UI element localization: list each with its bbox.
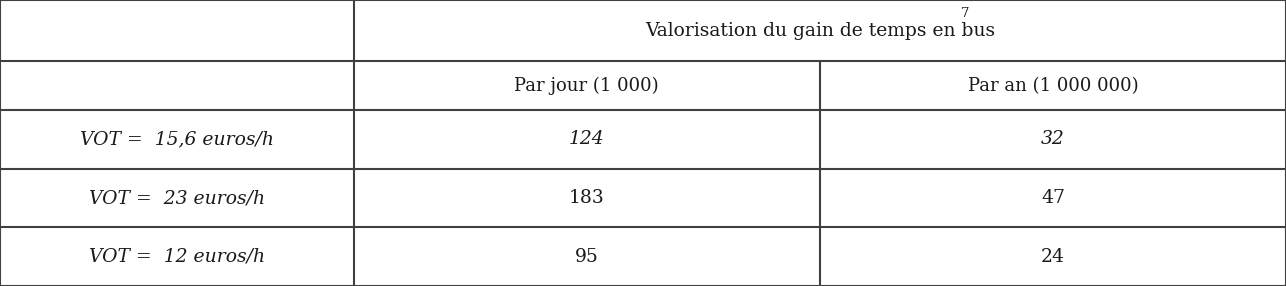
Text: VOT =  15,6 euros/h: VOT = 15,6 euros/h xyxy=(80,130,274,148)
Text: Valorisation du gain de temps en bus: Valorisation du gain de temps en bus xyxy=(644,22,995,40)
Text: 183: 183 xyxy=(568,189,604,207)
Text: VOT =  12 euros/h: VOT = 12 euros/h xyxy=(89,248,265,266)
Text: 95: 95 xyxy=(575,248,599,266)
Text: VOT =  23 euros/h: VOT = 23 euros/h xyxy=(89,189,265,207)
Text: 7: 7 xyxy=(961,7,970,20)
Text: Par jour (1 000): Par jour (1 000) xyxy=(514,77,658,95)
Text: Par an (1 000 000): Par an (1 000 000) xyxy=(967,77,1138,95)
Text: 32: 32 xyxy=(1042,130,1065,148)
Text: 124: 124 xyxy=(568,130,604,148)
Text: 47: 47 xyxy=(1040,189,1065,207)
Text: 24: 24 xyxy=(1040,248,1065,266)
